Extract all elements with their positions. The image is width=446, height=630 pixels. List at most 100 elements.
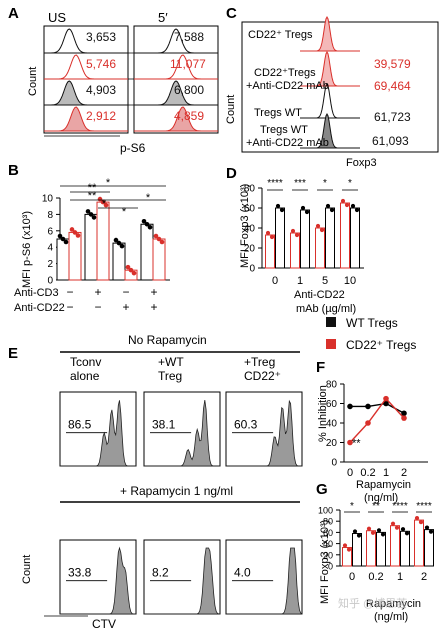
- panel-b-bar: [96, 201, 110, 281]
- panel-f-series-line: [349, 397, 405, 443]
- panel-d-chart: 0 20 40 60 80 0 **** 1 *** 5 * 10 *: [244, 178, 364, 287]
- panel-e-col-2b: Treg: [158, 369, 182, 383]
- panel-e-col-2a: +WT: [158, 355, 184, 369]
- panel-f-xtick-label: 0: [347, 467, 353, 479]
- panel-c-frame: [241, 21, 439, 153]
- panel-g-xlabel-1: Rapamycin: [366, 598, 421, 610]
- panel-e-histogram: [60, 546, 136, 615]
- panel-b-point: [156, 236, 162, 242]
- panel-d-point: [354, 207, 360, 213]
- panel-d-bar: [340, 202, 350, 269]
- panel-d-xtick-label: 5: [322, 275, 328, 287]
- panel-b-point: [153, 233, 159, 239]
- panel-g-xtick-label: 0: [349, 571, 355, 583]
- panel-b-sig-label: **: [88, 190, 97, 202]
- panel-e-gate-value: 4.0: [234, 566, 251, 580]
- panel-e-col-3a: +Treg: [244, 355, 275, 369]
- panel-b-row-sign: +: [150, 300, 157, 314]
- panel-g-xlabel-2: (ng/ml): [374, 611, 408, 623]
- panel-b-point: [125, 264, 131, 270]
- panel-b-ytick-label: 6: [47, 226, 53, 237]
- panel-b-point: [147, 224, 153, 230]
- panel-a-val-3-2: 6,800: [174, 83, 204, 97]
- panel-d-point: [344, 202, 350, 208]
- panel-d-point: [294, 232, 300, 238]
- panel-c-label-4a: Tregs WT: [260, 124, 308, 136]
- panel-d-bar: [290, 232, 300, 269]
- panel-g-point: [390, 521, 396, 526]
- panel-b-point: [119, 243, 125, 249]
- panel-f-ytick-label: 0: [331, 458, 337, 469]
- panel-g-point: [428, 529, 434, 534]
- panel-b-ytick-label: 10: [42, 194, 54, 205]
- panel-g-bar: [390, 525, 400, 567]
- panel-e-gate-value: 8.2: [152, 566, 169, 580]
- panel-g-bar: [342, 547, 352, 567]
- panel-d-point: [350, 203, 356, 209]
- panel-g-bar: [352, 533, 362, 567]
- panel-f-ytick-label: 60: [326, 399, 338, 410]
- panel-b-ytick-label: 2: [47, 259, 53, 270]
- panel-e-histogram: [226, 399, 302, 467]
- panel-c-val-1: 39,579: [374, 57, 411, 71]
- panel-b-bar: [68, 231, 82, 281]
- panel-b-bar: [84, 213, 98, 281]
- panel-e-histogram: [60, 400, 136, 467]
- panel-a-col-us: US: [48, 10, 66, 25]
- panel-c-xlabel: Foxp3: [346, 157, 377, 169]
- panel-a: A US 5′ 3,653 5,746 4,903 2,912 7,588 11…: [8, 5, 219, 155]
- panel-f-xlabel-1: Rapamycin: [356, 479, 411, 491]
- panel-f-point: [365, 403, 371, 410]
- panel-f-xlabel-2: (ng/ml): [364, 492, 398, 504]
- panel-g-bar: [376, 531, 386, 567]
- panel-letter-g: G: [316, 481, 328, 498]
- panel-g-xtick-label: 1: [397, 571, 403, 583]
- panel-b-point: [85, 209, 91, 214]
- panel-a-val-1-2: 7,588: [174, 30, 204, 44]
- panel-f-xtick-label: 0.2: [360, 467, 375, 479]
- panel-b-ytick-label: 0: [47, 276, 53, 287]
- panel-b-row-sign: +: [150, 285, 157, 299]
- panel-b-point: [144, 221, 150, 227]
- panel-f-point: [365, 420, 371, 426]
- panel-letter-e: E: [8, 345, 18, 362]
- panel-g-point: [356, 533, 362, 538]
- panel-a-val-2-2: 11,077: [170, 57, 206, 71]
- panel-d-ylabel: MFI Foxp3 (x10³): [239, 184, 251, 268]
- panel-e-bottom-title: + Rapamycin 1 ng/ml: [120, 484, 233, 498]
- panel-f-xtick-label: 2: [401, 467, 407, 479]
- panel-b-point: [57, 233, 63, 239]
- panel-f-point: [383, 395, 389, 402]
- legend: WT Tregs CD22⁺ Tregs: [326, 316, 416, 352]
- panel-f-point: [401, 415, 407, 421]
- panel-d-point: [325, 203, 331, 209]
- panel-g-point: [424, 525, 430, 530]
- panel-d: D MFI Foxp3 (x10³) 0 20 40 60 80 0 **** 1 *** 5 * 1…: [226, 165, 364, 315]
- legend-label-cd22: CD22⁺ Tregs: [346, 338, 416, 352]
- panel-b-sig-label: *: [122, 206, 127, 218]
- panel-f-chart: 0 20 40 60 80 0 0.2 1 2 **: [326, 380, 428, 479]
- panel-d-point: [269, 234, 275, 240]
- panel-g-point: [400, 527, 406, 532]
- panel-e-xlabel: CTV: [92, 617, 116, 630]
- panel-c-histogram: [300, 50, 360, 87]
- panel-c-histograms: [300, 15, 360, 149]
- panel-b-ylabel: MFI p-S6 (x10³): [21, 211, 33, 288]
- panel-letter-d: D: [226, 165, 237, 182]
- legend-label-wt: WT Tregs: [346, 316, 398, 330]
- panel-e-ylabel: Count: [21, 555, 33, 584]
- panel-e-gate-value: 86.5: [68, 418, 92, 432]
- panel-g-ytick-label: 20: [323, 550, 333, 560]
- panel-d-ytick-label: 80: [244, 184, 256, 195]
- panel-c: C CD22⁺ Tregs CD22⁺Tregs +Anti-CD22 mAb …: [225, 5, 439, 169]
- panel-c-val-4: 61,093: [372, 134, 409, 148]
- panel-e-gate-value: 38.1: [152, 418, 176, 432]
- panel-c-histogram: [300, 15, 360, 52]
- panel-b-point: [103, 202, 109, 208]
- panel-g-point: [352, 529, 358, 534]
- panel-d-point: [304, 209, 310, 215]
- panel-d-sig-label: ***: [294, 178, 306, 189]
- panel-d-bar: [315, 227, 325, 269]
